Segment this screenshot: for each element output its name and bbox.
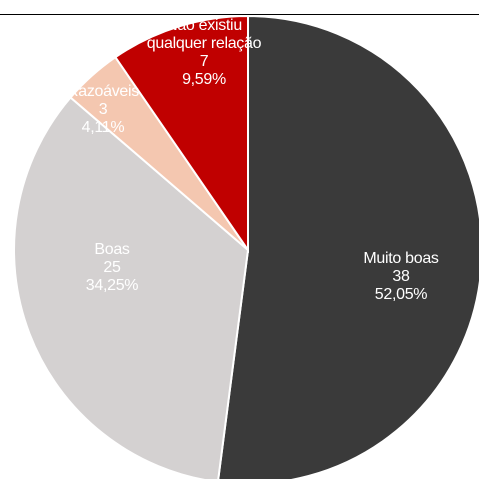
slice-count-0: 38	[392, 268, 410, 285]
slice-count-2: 3	[99, 101, 108, 118]
slice-name-0: Muito boas	[363, 250, 439, 267]
pie-slice-1	[13, 96, 250, 479]
pie-slice-3	[113, 14, 249, 254]
slice-count-1: 25	[103, 259, 121, 276]
slice-name-2: Razoáveis	[67, 83, 139, 100]
slice-percent-2: 4,11%	[82, 119, 125, 136]
slice-name-3: Não existiu	[166, 17, 242, 34]
pie-slice-0	[217, 14, 479, 479]
slice-count-3: 7	[200, 53, 209, 70]
slice-name-1: Boas	[94, 241, 130, 258]
slice-name-2-3: qualquer relação	[147, 35, 262, 52]
slice-percent-1: 34,25%	[86, 277, 139, 294]
slice-percent-0: 52,05%	[375, 286, 428, 303]
top-divider	[0, 14, 479, 15]
slice-percent-3: 9,59%	[182, 71, 226, 88]
